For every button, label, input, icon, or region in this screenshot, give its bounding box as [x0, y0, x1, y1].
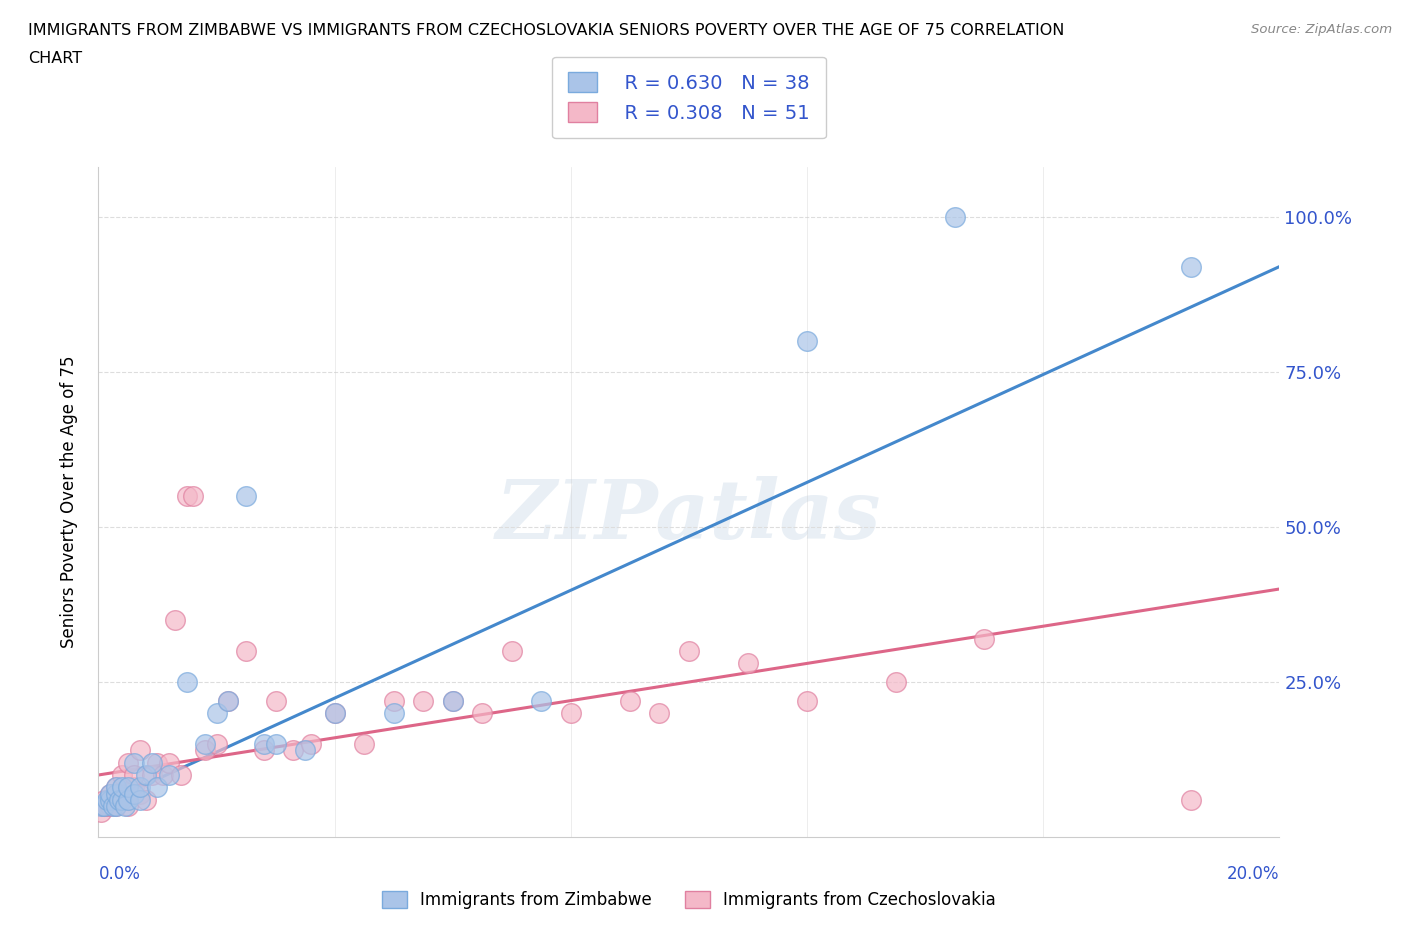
Point: [105, 786, 128, 801]
Point: [412, 693, 434, 708]
Point: [157, 767, 180, 782]
Point: [796, 693, 818, 708]
Point: [294, 743, 316, 758]
Point: [382, 693, 405, 708]
Point: [135, 767, 157, 782]
Point: [253, 743, 276, 758]
Point: [1180, 792, 1202, 807]
Point: [217, 693, 239, 708]
Text: CHART: CHART: [28, 51, 82, 66]
Point: [122, 767, 145, 782]
Point: [108, 786, 131, 801]
Point: [194, 743, 217, 758]
Point: [146, 780, 169, 795]
Y-axis label: Seniors Poverty Over the Age of 75: Seniors Poverty Over the Age of 75: [59, 356, 77, 648]
Point: [441, 693, 464, 708]
Text: IMMIGRANTS FROM ZIMBABWE VS IMMIGRANTS FROM CZECHOSLOVAKIA SENIORS POVERTY OVER : IMMIGRANTS FROM ZIMBABWE VS IMMIGRANTS F…: [28, 23, 1064, 38]
Point: [382, 706, 405, 721]
Point: [114, 799, 136, 814]
Point: [96, 792, 118, 807]
Point: [217, 693, 239, 708]
Point: [122, 786, 145, 801]
Point: [105, 799, 128, 814]
Point: [111, 780, 134, 795]
Point: [117, 799, 139, 814]
Text: 0.0%: 0.0%: [98, 865, 141, 883]
Point: [264, 693, 287, 708]
Point: [170, 767, 193, 782]
Point: [90, 799, 112, 814]
Text: 20.0%: 20.0%: [1227, 865, 1279, 883]
Point: [299, 737, 322, 751]
Point: [105, 780, 128, 795]
Point: [157, 755, 180, 770]
Point: [105, 799, 128, 814]
Point: [176, 674, 198, 689]
Point: [973, 631, 995, 646]
Point: [93, 799, 115, 814]
Point: [146, 755, 169, 770]
Point: [737, 656, 759, 671]
Point: [353, 737, 375, 751]
Legend: Immigrants from Zimbabwe, Immigrants from Czechoslovakia: Immigrants from Zimbabwe, Immigrants fro…: [375, 884, 1002, 916]
Point: [103, 792, 125, 807]
Point: [128, 786, 150, 801]
Point: [235, 644, 257, 658]
Point: [441, 693, 464, 708]
Point: [205, 706, 228, 721]
Point: [471, 706, 494, 721]
Point: [93, 792, 115, 807]
Point: [165, 613, 187, 628]
Point: [205, 737, 228, 751]
Point: [103, 799, 125, 814]
Point: [117, 792, 139, 807]
Point: [253, 737, 276, 751]
Point: [93, 799, 115, 814]
Point: [323, 706, 346, 721]
Point: [264, 737, 287, 751]
Point: [117, 755, 139, 770]
Point: [648, 706, 671, 721]
Point: [943, 209, 966, 224]
Point: [501, 644, 523, 658]
Point: [128, 743, 150, 758]
Point: [323, 706, 346, 721]
Point: [96, 799, 118, 814]
Point: [98, 786, 121, 801]
Point: [530, 693, 553, 708]
Point: [1180, 259, 1202, 274]
Point: [98, 799, 121, 814]
Point: [619, 693, 641, 708]
Point: [128, 780, 150, 795]
Point: [108, 792, 131, 807]
Point: [122, 755, 145, 770]
Point: [141, 755, 163, 770]
Point: [98, 786, 121, 801]
Text: ZIPatlas: ZIPatlas: [496, 475, 882, 555]
Point: [283, 743, 305, 758]
Point: [90, 804, 112, 819]
Point: [111, 792, 134, 807]
Point: [98, 792, 121, 807]
Point: [884, 674, 907, 689]
Point: [560, 706, 582, 721]
Point: [135, 792, 157, 807]
Point: [194, 737, 217, 751]
Point: [122, 780, 145, 795]
Text: Source: ZipAtlas.com: Source: ZipAtlas.com: [1251, 23, 1392, 36]
Point: [678, 644, 700, 658]
Point: [111, 767, 134, 782]
Point: [105, 780, 128, 795]
Point: [181, 488, 204, 503]
Point: [235, 488, 257, 503]
Point: [111, 792, 134, 807]
Point: [796, 334, 818, 349]
Point: [117, 780, 139, 795]
Point: [176, 488, 198, 503]
Point: [152, 767, 174, 782]
Point: [141, 767, 163, 782]
Point: [128, 792, 150, 807]
